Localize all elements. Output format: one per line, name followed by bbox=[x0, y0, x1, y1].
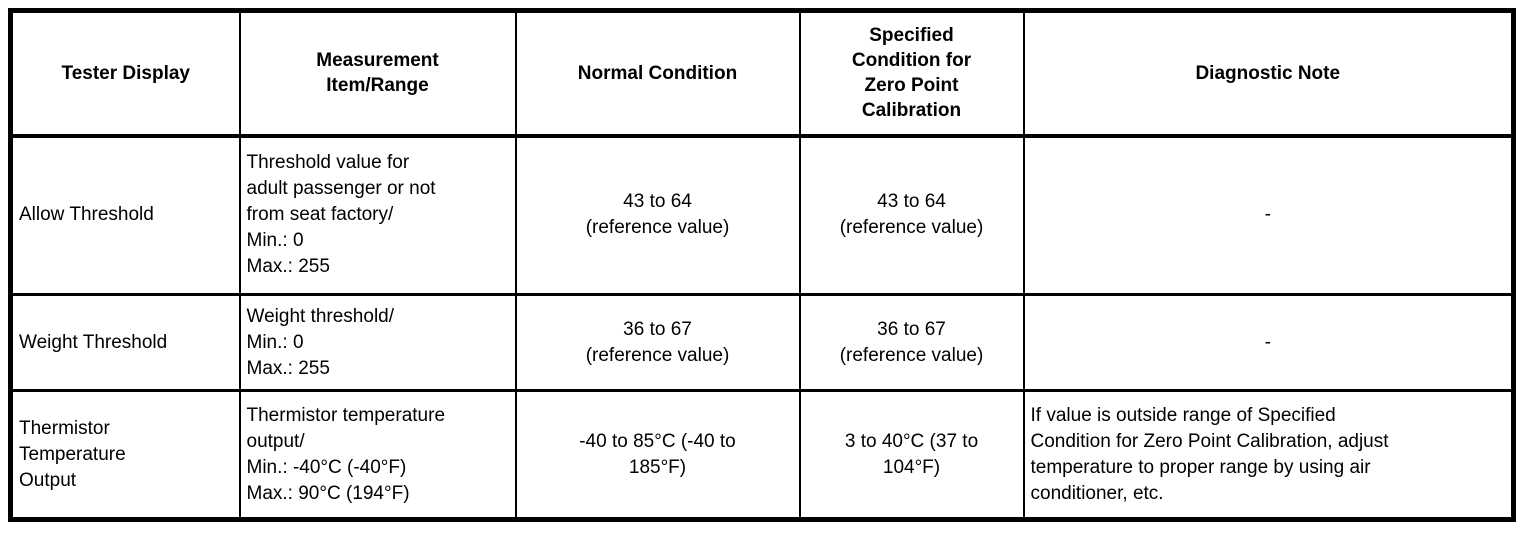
cell-tester-display: Weight Threshold bbox=[9, 293, 241, 392]
cell-zero-point-condition: 3 to 40°C (37 to 104°F) bbox=[798, 389, 1025, 521]
column-header-measurement-item-range: Measurement Item/Range bbox=[238, 9, 517, 138]
cell-zero-point-condition: 43 to 64 (reference value) bbox=[798, 134, 1025, 296]
cell-tester-display: Allow Threshold bbox=[9, 134, 241, 296]
cell-measurement-item-range: Threshold value for adult passenger or n… bbox=[238, 134, 517, 296]
table-row-thermistor-temperature-output: Thermistor Temperature Output Thermistor… bbox=[9, 389, 1515, 521]
diagnostic-data-table: Tester Display Measurement Item/Range No… bbox=[8, 8, 1516, 522]
cell-normal-condition: 43 to 64 (reference value) bbox=[514, 134, 801, 296]
column-header-tester-display: Tester Display bbox=[9, 9, 241, 138]
cell-diagnostic-note: - bbox=[1022, 293, 1515, 392]
column-header-zero-point-calibration-condition: Specified Condition for Zero Point Calib… bbox=[798, 9, 1025, 138]
column-header-diagnostic-note: Diagnostic Note bbox=[1022, 9, 1515, 138]
cell-measurement-item-range: Weight threshold/ Min.: 0 Max.: 255 bbox=[238, 293, 517, 392]
cell-diagnostic-note: - bbox=[1022, 134, 1515, 296]
header-row: Tester Display Measurement Item/Range No… bbox=[9, 9, 1515, 138]
table-row-weight-threshold: Weight Threshold Weight threshold/ Min.:… bbox=[9, 293, 1515, 392]
cell-normal-condition: -40 to 85°C (-40 to 185°F) bbox=[514, 389, 801, 521]
cell-diagnostic-note: If value is outside range of Specified C… bbox=[1022, 389, 1515, 521]
cell-tester-display: Thermistor Temperature Output bbox=[9, 389, 241, 521]
cell-normal-condition: 36 to 67 (reference value) bbox=[514, 293, 801, 392]
column-header-normal-condition: Normal Condition bbox=[514, 9, 801, 138]
cell-measurement-item-range: Thermistor temperature output/ Min.: -40… bbox=[238, 389, 517, 521]
table-row-allow-threshold: Allow Threshold Threshold value for adul… bbox=[9, 134, 1515, 296]
cell-zero-point-condition: 36 to 67 (reference value) bbox=[798, 293, 1025, 392]
